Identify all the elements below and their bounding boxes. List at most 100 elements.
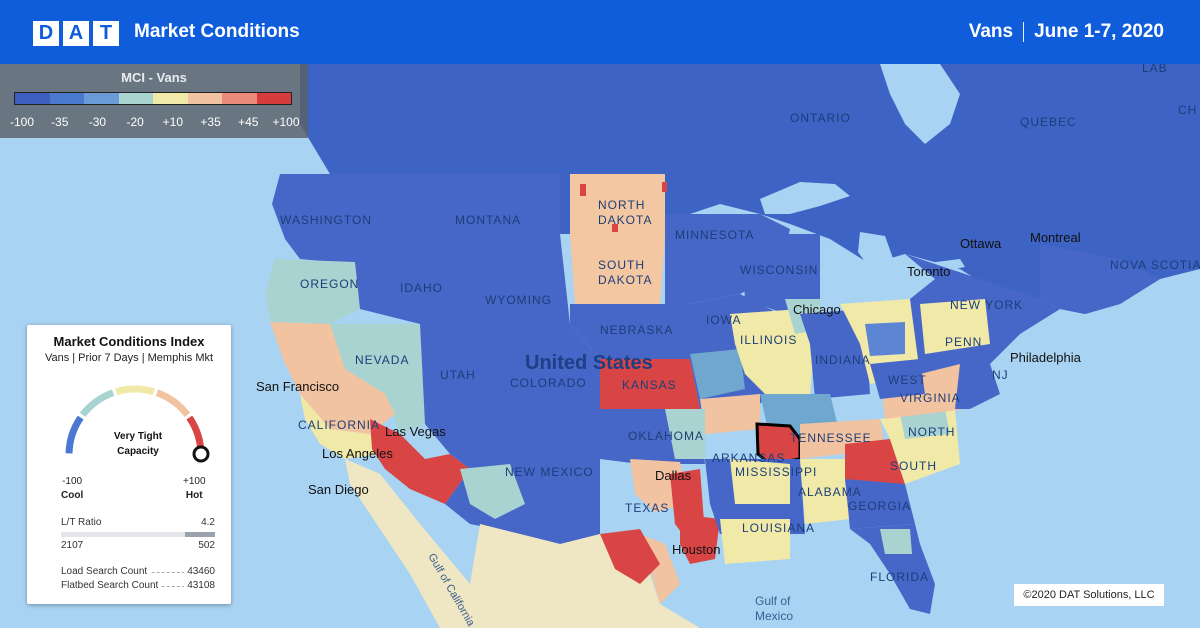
label-illinois: ILLINOIS <box>740 333 797 347</box>
city-montreal: Montreal <box>1030 230 1081 245</box>
region-houston-hot <box>680 514 720 564</box>
region-east-coast <box>955 364 1000 409</box>
city-dallas: Dallas <box>655 468 692 483</box>
label-south-dakota-1: SOUTH <box>598 258 645 272</box>
label-utah: UTAH <box>440 368 476 382</box>
lt-ratio-row: L/T Ratio 4.2 <box>61 517 215 528</box>
gauge-segment <box>65 415 84 454</box>
gauge-indicator <box>192 445 210 463</box>
city-chicago: Chicago <box>793 302 841 317</box>
legend-swatch <box>118 93 153 104</box>
header-title: Market Conditions <box>134 21 300 42</box>
legend-swatch <box>153 93 188 104</box>
label-north-carolina: NORTH <box>908 425 955 439</box>
gauge-max-value: +100 <box>183 476 206 487</box>
mci-card: Market Conditions Index Vans | Prior 7 D… <box>27 325 231 604</box>
region-oregon <box>265 259 360 324</box>
gauge-min: -100 Cool <box>61 475 83 503</box>
label-louisiana: LOUISIANA <box>742 521 815 535</box>
label-arkansas: ARKANSAS <box>712 451 785 465</box>
header-meta: Vans June 1-7, 2020 <box>969 21 1164 43</box>
gauge-status-line2: Capacity <box>117 446 159 457</box>
gauge-max: +100 Hot <box>183 475 206 503</box>
city-las-vegas: Las Vegas <box>385 424 446 439</box>
label-ch: CH <box>1178 103 1197 117</box>
label-lab: LAB <box>1142 64 1168 75</box>
label-north-dakota-2: DAKOTA <box>598 213 652 227</box>
gauge-max-label: Hot <box>185 490 203 501</box>
city-houston: Houston <box>672 542 720 557</box>
legend-tick-label: +35 <box>200 115 221 129</box>
label-oregon: OREGON <box>300 277 359 291</box>
lt-ratio-label: L/T Ratio <box>61 517 102 528</box>
region-canada <box>300 64 1200 314</box>
nd-hot-spot-3 <box>612 224 618 232</box>
legend-tick-label: +45 <box>238 115 259 129</box>
label-tennessee: TENNESSEE <box>790 431 872 445</box>
label-oklahoma: OKLAHOMA <box>628 429 704 443</box>
label-wyoming: WYOMING <box>485 293 552 307</box>
region-north-dakota <box>570 174 665 304</box>
region-southwest <box>420 324 600 544</box>
region-florida <box>850 524 935 614</box>
gauge-min-value: -100 <box>62 476 83 487</box>
logo-letter-d: D <box>33 21 59 46</box>
legend-color-scale <box>14 92 292 105</box>
region-arkansas-cool <box>665 409 705 459</box>
region-pennsylvania <box>920 299 990 354</box>
region-florida-teal <box>880 529 912 554</box>
city-los-angeles: Los Angeles <box>322 446 393 461</box>
region-mississippi-yellow <box>730 459 790 504</box>
region-new-england <box>1040 244 1160 314</box>
label-florida: FLORIDA <box>870 570 929 584</box>
load-search-value: 43460 <box>184 566 215 577</box>
label-alabama: ALABAMA <box>798 485 862 499</box>
label-indiana: INDIANA <box>815 353 871 367</box>
label-montana: MONTANA <box>455 213 521 227</box>
region-baja <box>345 459 480 628</box>
region-west-virginia <box>870 359 925 399</box>
region-arizona-teal <box>460 464 525 519</box>
label-united-states: United States <box>525 352 653 374</box>
logo-letter-a: A <box>63 21 89 46</box>
card-subtitle: Vans | Prior 7 Days | Memphis Mkt <box>44 352 214 364</box>
region-mexico <box>470 524 700 628</box>
region-ohio-cool <box>865 322 905 356</box>
logo-letter-t: T <box>93 21 119 46</box>
label-virginia: VIRGINIA <box>900 391 961 405</box>
label-idaho: IDAHO <box>400 281 443 295</box>
water-lake-huron <box>858 232 895 284</box>
region-alabama <box>800 459 850 524</box>
label-south-dakota-2: DAKOTA <box>598 273 652 287</box>
label-gulf-of-mexico-1: Gulf of <box>755 594 791 608</box>
label-new-york: NEW YORK <box>950 298 1023 312</box>
label-california: CALIFORNIA <box>298 418 380 432</box>
mci-gauge <box>65 385 210 463</box>
label-iowa: IOWA <box>706 313 742 327</box>
city-philadelphia: Philadelphia <box>1010 350 1082 365</box>
region-missouri-teal <box>690 349 745 399</box>
label-north-dakota-1: NORTH <box>598 198 645 212</box>
nd-hot-spot-1 <box>580 184 586 196</box>
label-nova-scotia: NOVA SCOTIA <box>1110 258 1200 272</box>
flatbed-search-value: 43108 <box>184 580 215 591</box>
label-georgia: GEORGIA <box>848 499 911 513</box>
label-kansas: KANSAS <box>622 378 677 392</box>
city-san-francisco: San Francisco <box>256 379 339 394</box>
mci-legend: MCI - Vans -100 -35 -30 -20 +10 +35 +45 +100 <box>0 64 308 138</box>
label-new-jersey: NJ <box>992 368 1009 382</box>
gauge-status: Very Tight Capacity <box>93 429 183 459</box>
region-socal-hot <box>370 419 470 504</box>
lt-ratio-bar-fill <box>185 532 215 537</box>
legend-tick-label: +100 <box>272 115 300 129</box>
legend-tick-label: -35 <box>51 115 69 129</box>
lt-ratio-value: 4.2 <box>201 517 215 528</box>
label-ontario: ONTARIO <box>790 111 851 125</box>
region-wisconsin <box>740 234 820 314</box>
region-california-north <box>270 322 395 434</box>
copyright: ©2020 DAT Solutions, LLC <box>1014 584 1164 606</box>
legend-swatch <box>187 93 222 104</box>
gauge-status-line1: Very Tight <box>113 431 163 442</box>
loads-count: 2107 <box>61 540 84 551</box>
water-bay <box>880 64 960 144</box>
